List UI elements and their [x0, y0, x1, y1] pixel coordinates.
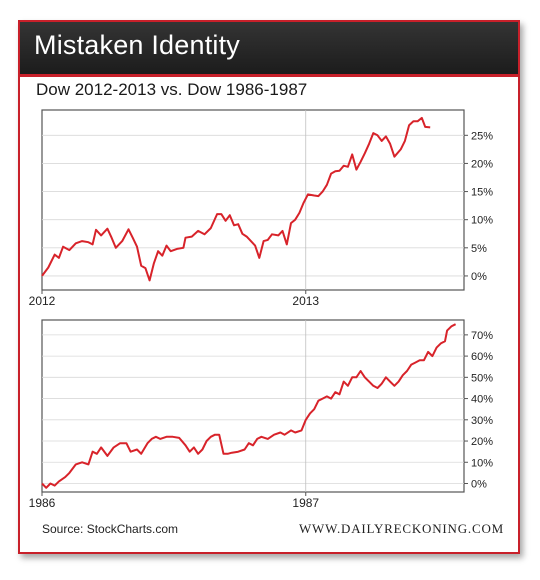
y-tick-label: 5%: [471, 243, 487, 255]
y-tick-label: 20%: [471, 436, 493, 448]
y-tick-label: 50%: [471, 372, 493, 384]
y-tick-label: 15%: [471, 187, 493, 199]
source-note: Source: StockCharts.com: [42, 522, 179, 536]
y-tick-label: 20%: [471, 158, 493, 170]
x-tick-label: 2013: [292, 294, 319, 308]
y-tick-label: 70%: [471, 330, 493, 342]
dow-series-line: [41, 116, 431, 282]
chart-dow-2012-2013: 0% 5% 10% 15% 20% 25% 2012 2013: [29, 109, 493, 308]
y-tick-label: 10%: [471, 215, 493, 227]
y-tick-label: 0%: [471, 479, 487, 491]
y-tick-label: 30%: [471, 415, 493, 427]
x-tick-label: 1986: [29, 496, 56, 510]
x-tick-label: 2012: [29, 294, 56, 308]
chart-title: Mistaken Identity: [34, 30, 240, 60]
y-tick-label: 60%: [471, 351, 493, 363]
y-tick-label: 25%: [471, 130, 493, 142]
x-tick-label: 1987: [292, 496, 319, 510]
plot-area: [41, 319, 465, 493]
y-tick-label: 0%: [471, 271, 487, 283]
title-bar: Mistaken Identity: [20, 22, 518, 77]
chart-card: Mistaken Identity Dow 2012-2013 vs. Dow …: [18, 20, 520, 554]
y-tick-label: 40%: [471, 394, 493, 406]
y-tick-label: 10%: [471, 457, 493, 469]
dow-series-line: [41, 323, 457, 489]
chart-subtitle: Dow 2012-2013 vs. Dow 1986-1987: [36, 80, 308, 99]
brand-url: WWW.DAILYRECKONING.COM: [298, 521, 504, 536]
chart-dow-1986-1987: 0% 10% 20% 30% 40% 50% 60% 70% 1986 1987: [29, 319, 493, 510]
plot-area: [41, 109, 465, 291]
